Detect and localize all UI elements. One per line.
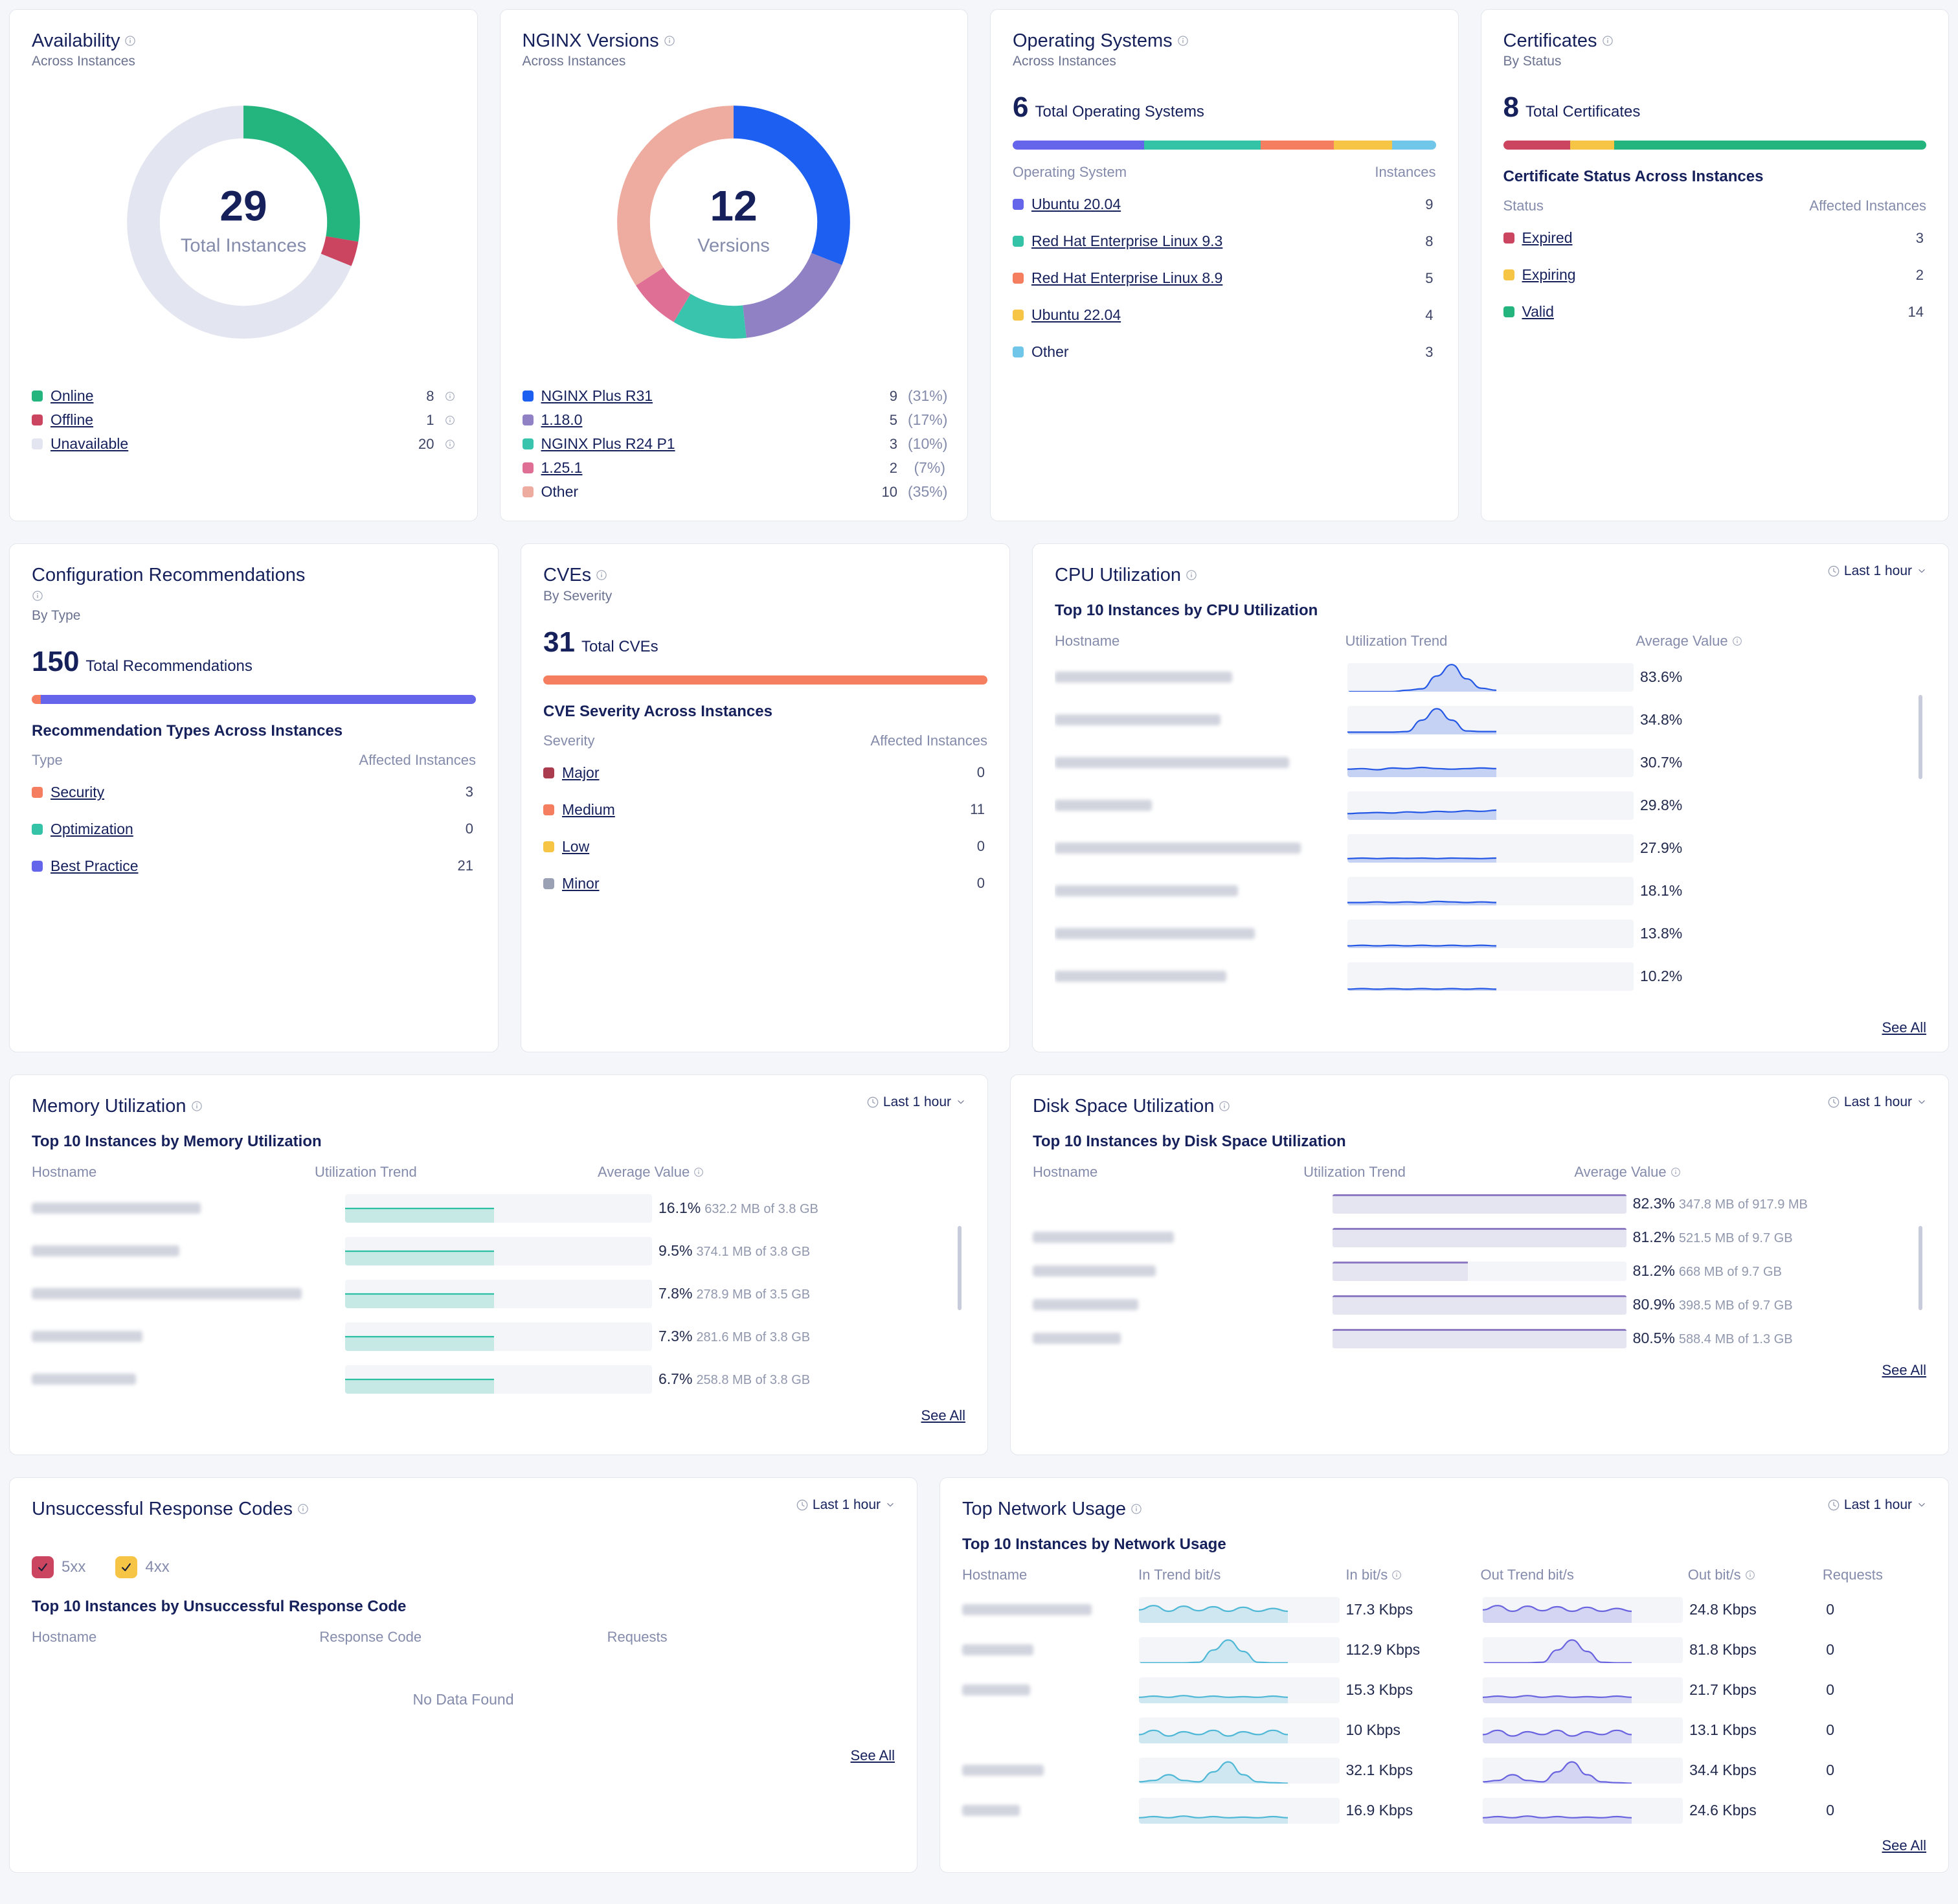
svg-text:Total Instances: Total Instances	[181, 236, 306, 256]
svg-text:12: 12	[710, 182, 758, 230]
svg-text:Versions: Versions	[697, 236, 770, 256]
svg-text:29: 29	[219, 182, 267, 230]
